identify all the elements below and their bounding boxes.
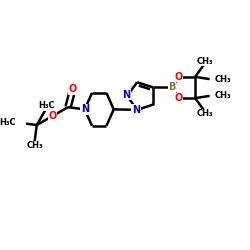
Text: CH₃: CH₃: [214, 74, 231, 84]
Text: N: N: [122, 90, 130, 100]
Text: H₃C: H₃C: [38, 101, 55, 110]
Text: H₃C: H₃C: [0, 118, 16, 127]
Text: O: O: [68, 84, 76, 94]
Text: O: O: [174, 72, 182, 82]
Text: CH₃: CH₃: [26, 141, 43, 150]
Text: CH₃: CH₃: [214, 92, 231, 100]
Text: O: O: [48, 111, 56, 121]
Text: N: N: [132, 105, 140, 115]
Text: O: O: [174, 93, 182, 103]
Text: CH₃: CH₃: [196, 57, 213, 66]
Text: CH₃: CH₃: [196, 109, 213, 118]
Text: N: N: [81, 104, 89, 115]
Text: B: B: [168, 82, 176, 92]
